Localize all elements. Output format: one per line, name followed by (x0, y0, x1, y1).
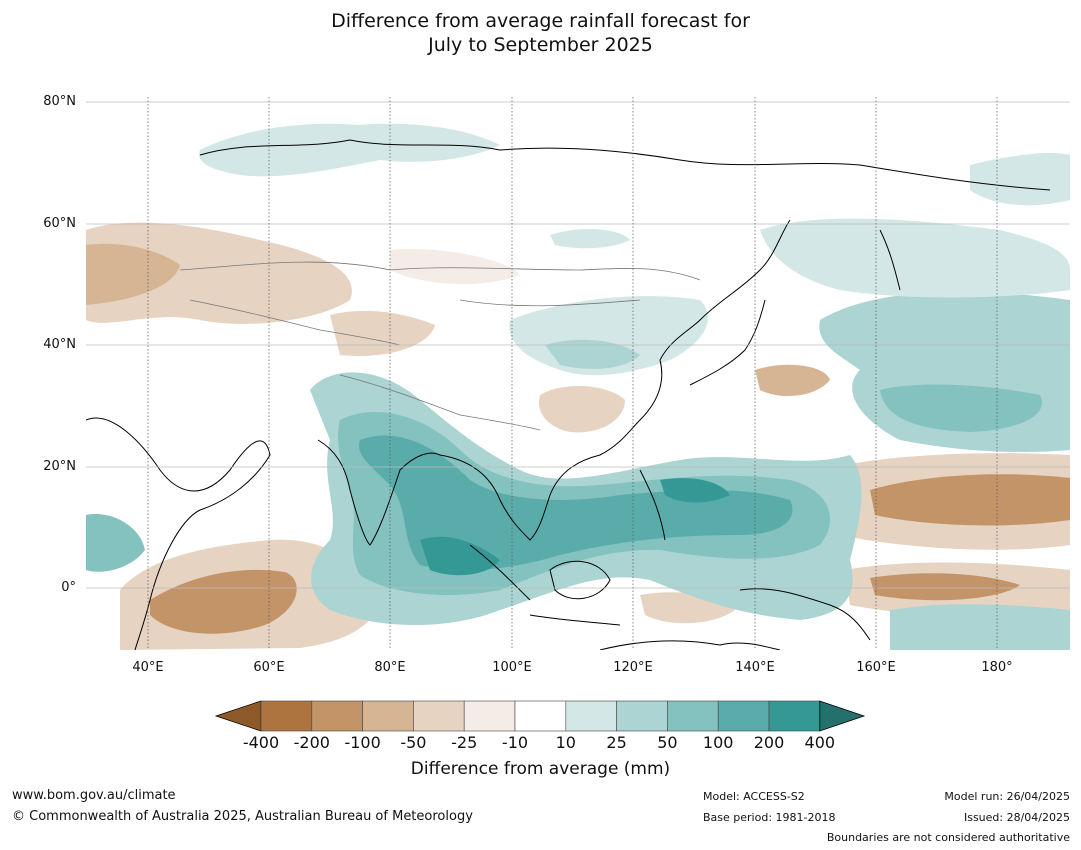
colorbar-tick-label: 200 (753, 733, 785, 752)
colorbar-tick-label: -50 (400, 733, 427, 752)
colorbar-tick-label: -100 (344, 733, 381, 752)
base-period-text: Base period: 1981-2018 (703, 811, 836, 824)
map-plot-area (86, 97, 1070, 650)
colorbar-tick-label: 50 (657, 733, 678, 752)
colorbar-tick-label: -10 (501, 733, 529, 752)
latitude-label: 80°N (43, 94, 76, 109)
longitude-label: 120°E (613, 660, 653, 675)
dry-region-china (538, 385, 625, 433)
country-borders (179, 261, 701, 431)
coastlines (86, 139, 1051, 650)
wet-region-north-pacific-core (880, 384, 1042, 432)
wet-region-core-2 (359, 435, 793, 571)
wet-region-okhotsk (760, 218, 1070, 298)
border-china-mongolia (459, 299, 641, 307)
issued-text: Issued: 28/04/2025 (963, 811, 1070, 824)
wet-region-core-4 (660, 478, 730, 503)
gridlines (86, 97, 1070, 650)
coastline-new-guinea (739, 588, 871, 641)
coastline-philippines (639, 469, 666, 541)
colorbar-tick-label: 25 (606, 733, 627, 752)
model-run-text: Model run: 26/04/2025 (944, 790, 1070, 803)
wet-region-core-3 (420, 536, 500, 576)
wet-anomaly-regions (86, 123, 1070, 650)
dry-region-europe (86, 222, 352, 324)
coastline-japan (689, 299, 766, 386)
website-link[interactable]: www.bom.gov.au/climate (12, 788, 176, 803)
longitude-label: 100°E (492, 660, 532, 675)
border-china-india (339, 374, 541, 431)
model-text: Model: ACCESS-S2 (703, 790, 805, 803)
longitude-label: 180° (981, 660, 1013, 675)
colorbar-title: Difference from average (mm) (410, 759, 671, 779)
longitude-label: 80°E (374, 660, 406, 675)
colorbar-tick-label: -25 (451, 733, 478, 752)
colorbar-tick-label: -200 (293, 733, 330, 752)
colorbar-tick-label: -400 (242, 733, 280, 752)
coastline-kamchatka (879, 229, 901, 291)
disclaimer-text: Boundaries are not considered authoritat… (826, 831, 1070, 844)
latitude-label: 40°N (43, 337, 76, 352)
coastline-east-asia (659, 219, 791, 361)
colorbar-tick-label: 100 (702, 733, 734, 752)
longitude-label: 140°E (735, 660, 775, 675)
dry-region-europe-core (86, 243, 180, 305)
wet-region-pacific-south (890, 604, 1070, 650)
colorbar-tick-label: 400 (804, 733, 836, 752)
coastline-arctic (199, 139, 1051, 191)
coastline-java (529, 614, 621, 626)
colorbar-tick-label: 10 (555, 733, 576, 752)
wet-region-africa-west (86, 514, 145, 572)
title-line-2: July to September 2025 (428, 34, 653, 56)
coastline-africa-arabia (86, 417, 271, 650)
coastline-india (317, 439, 441, 546)
latitude-label: 0° (61, 580, 76, 595)
map-title: Difference from average rainfall forecas… (0, 9, 1081, 57)
border-central-asia (189, 299, 401, 346)
wet-region-west-siberia (550, 228, 630, 249)
border-russia-south (179, 261, 701, 281)
wet-region-east-asia-core (545, 339, 640, 369)
coastline-borneo (549, 560, 611, 600)
copyright-text: © Commonwealth of Australia 2025, Austra… (12, 809, 473, 824)
dry-region-japan (755, 364, 830, 396)
longitude-label: 40°E (132, 660, 164, 675)
latitude-label: 60°N (43, 216, 76, 231)
wet-region-bering (970, 153, 1070, 206)
coastline-australia-north (599, 640, 781, 650)
dry-region-siberia (390, 249, 520, 285)
wet-region-arctic (199, 123, 500, 177)
coastline-sumatra (469, 544, 531, 601)
longitude-label: 60°E (253, 660, 285, 675)
latitude-label: 20°N (43, 459, 76, 474)
dry-region-pacific-core (870, 474, 1070, 526)
title-line-1: Difference from average rainfall forecas… (331, 10, 750, 32)
coastline-se-asia (439, 359, 663, 541)
longitude-label: 160°E (856, 660, 896, 675)
dry-region-png-core (870, 573, 1020, 601)
dry-region-africa-core (150, 569, 297, 634)
